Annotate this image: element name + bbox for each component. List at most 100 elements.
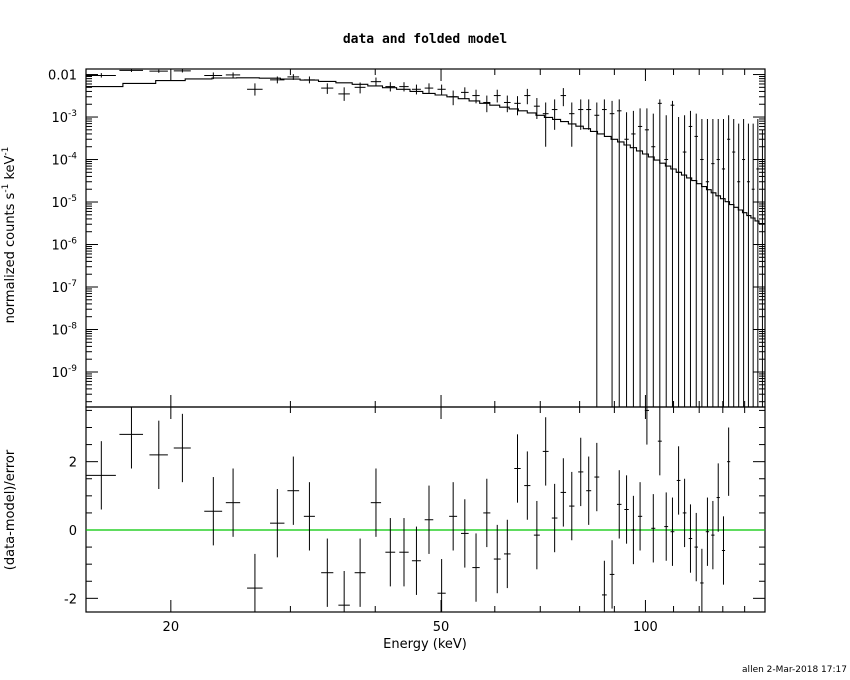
y-tick-label: 2 [69,456,77,471]
residual-point [670,497,675,566]
data-point [694,113,698,407]
residual-point [694,512,698,582]
data-point [86,73,116,78]
data-point [204,72,223,80]
data-point [601,99,607,134]
data-point [370,77,382,86]
data-point [493,89,501,103]
y-tick-exponent: -4 [68,152,77,162]
y-tick-label: 10-5 [51,194,77,211]
data-point [737,123,741,407]
data-point [732,118,736,407]
top-y-axis-label: normalized counts s-1 keV-1 [1,147,18,324]
residual-point [651,494,656,563]
residual-point [247,553,263,612]
y-tick-exponent: -9 [68,364,77,374]
top-axis-ticks [86,69,766,407]
y-tick-exponent: -3 [68,109,77,119]
data-point [688,110,693,407]
footer-stamp: allen 2-Mar-2018 17:17 [742,665,847,675]
residual-point [204,477,223,546]
x-tick-label: 100 [633,620,658,635]
residual-point [354,538,366,607]
data-point [578,99,584,130]
data-point [514,96,521,116]
residual-point [411,526,421,595]
data-point [742,118,746,407]
residual-point [225,468,241,537]
y-tick-base: 10 [51,366,68,381]
y-tick-base: 10 [51,239,68,254]
residual-point [514,434,521,503]
data-point [321,83,334,94]
ylabel-main: normalized counts s [3,192,18,323]
residual-point [370,468,382,537]
data-point [270,76,285,84]
data-point [303,76,315,84]
y-tick-base: 10 [51,154,68,169]
data-point [761,129,764,407]
bottom-y-tick-labels: 2 0 -2 [64,456,77,608]
data-point [657,99,662,407]
data-series [86,69,764,407]
residual-point [449,482,458,551]
ylabel-sup-2: -1 [1,147,11,156]
residual-point [460,499,469,568]
x-tick-label: 20 [163,620,180,635]
y-tick-base: 10 [51,323,68,338]
x-tick-labels: 20 50 100 [163,620,658,635]
data-point [472,89,480,104]
y-tick-label: 0.01 [48,69,77,84]
data-point [569,102,575,147]
ylabel-mid: keV [3,155,18,183]
residual-point [637,482,643,551]
data-point [560,88,567,107]
data-point [542,102,549,147]
y-tick-label: 10-9 [51,364,77,381]
data-point [385,82,396,92]
data-point [594,102,600,407]
residual-point [303,482,315,551]
residual-point [542,417,549,486]
chart-title: data and folded model [343,32,507,47]
data-point [524,88,531,105]
y-tick-base: 10 [51,281,68,296]
y-tick-exponent: -7 [68,279,77,289]
data-point [644,108,649,407]
x-axis-label: Energy (keV) [383,637,467,652]
residual-point [424,485,434,554]
data-point [173,69,191,73]
residual-point [149,420,168,489]
data-point [624,112,629,407]
data-point [437,84,446,95]
residual-point [524,451,531,520]
data-point [676,117,681,407]
bottom-axis-ticks [86,407,766,612]
y-tick-label: 10-6 [51,237,77,254]
data-point [551,99,558,130]
residual-point [716,463,720,532]
model-step-line [86,77,765,225]
data-point [751,123,755,407]
y-tick-exponent: -8 [68,321,77,331]
residual-point [688,504,693,573]
residual-point [616,470,622,539]
y-tick-label: 10-3 [51,109,77,126]
data-point [705,118,710,407]
data-point [716,118,720,407]
residual-point [338,571,350,612]
data-point [503,95,511,113]
data-point [338,87,350,101]
data-point [354,82,366,94]
residual-point [437,559,446,612]
data-point [247,83,263,96]
data-point [449,90,458,106]
top-panel-frame [85,68,766,408]
data-point [682,115,687,407]
residual-point [533,500,540,570]
residual-point [609,540,615,609]
residual-point [560,458,567,527]
y-tick-label: 10-4 [51,152,77,169]
residual-point [569,471,575,541]
